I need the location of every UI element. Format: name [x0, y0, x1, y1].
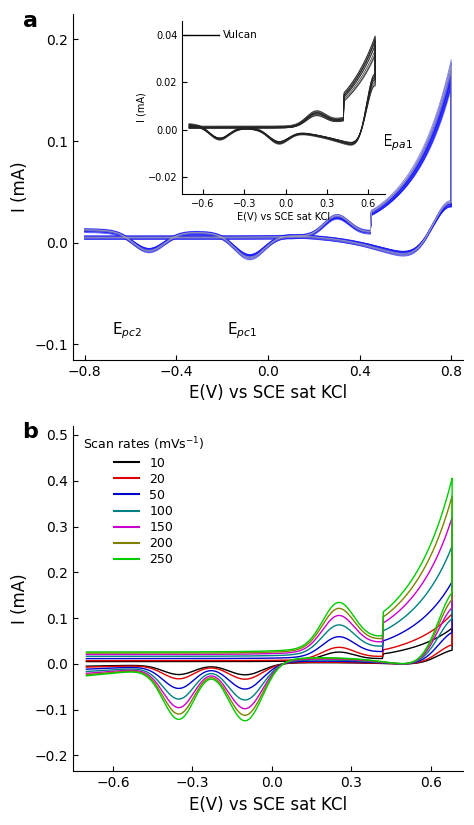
Text: a: a [22, 11, 37, 31]
Text: E$_{pc1}$: E$_{pc1}$ [227, 320, 257, 341]
X-axis label: E(V) vs SCE sat KCl: E(V) vs SCE sat KCl [189, 384, 347, 402]
Legend: 10, 20, 50, 100, 150, 200, 250: 10, 20, 50, 100, 150, 200, 250 [80, 432, 209, 570]
Text: E$_{pc2}$: E$_{pc2}$ [112, 320, 142, 341]
Y-axis label: I (mA): I (mA) [11, 573, 29, 624]
Y-axis label: I (mA): I (mA) [11, 162, 29, 212]
X-axis label: E(V) vs SCE sat KCl: E(V) vs SCE sat KCl [189, 796, 347, 814]
Text: E$_{pa1}$: E$_{pa1}$ [383, 132, 413, 153]
Text: b: b [22, 422, 38, 442]
